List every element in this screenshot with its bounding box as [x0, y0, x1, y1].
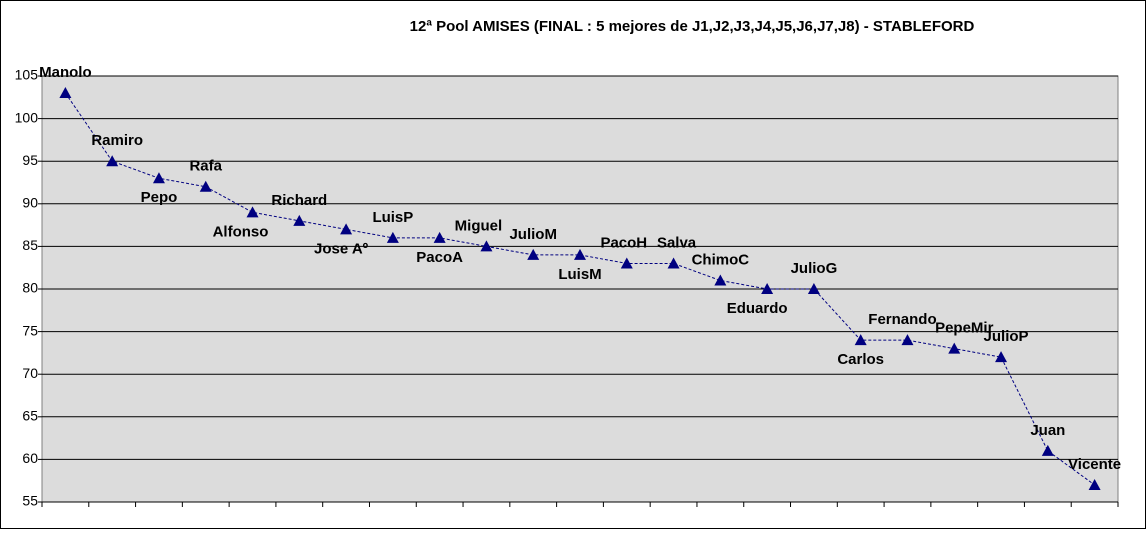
data-label: Salva — [657, 234, 697, 251]
marker — [574, 248, 586, 260]
marker — [480, 240, 493, 252]
y-tick-label: 90 — [22, 195, 38, 211]
marker — [152, 172, 165, 184]
y-tick-label: 80 — [22, 280, 38, 296]
marker — [807, 283, 820, 294]
marker — [433, 231, 446, 243]
data-label: Rafa — [189, 158, 222, 175]
y-tick-label: 85 — [22, 237, 38, 253]
data-label: Fernando — [868, 311, 936, 328]
marker — [995, 351, 1008, 363]
y-tick-label: 75 — [22, 322, 38, 338]
marker — [948, 342, 961, 354]
data-label: JulioM — [509, 226, 557, 243]
marker — [1088, 478, 1101, 490]
data-label: Pepo — [141, 189, 178, 206]
data-label: Richard — [271, 192, 327, 209]
data-label: PacoH — [600, 234, 647, 251]
marker — [199, 180, 212, 192]
data-label: JulioG — [791, 260, 838, 277]
y-tick-label: 65 — [22, 408, 38, 424]
data-label: Alfonso — [213, 223, 269, 240]
data-label: Miguel — [455, 217, 503, 234]
marker — [1041, 444, 1054, 456]
marker — [854, 334, 867, 346]
data-label: Ramiro — [91, 132, 143, 149]
marker — [667, 257, 680, 269]
data-label: Manolo — [39, 64, 92, 81]
data-label: ChimoC — [692, 251, 750, 268]
y-tick-label: 60 — [22, 450, 38, 466]
data-label: LuisM — [558, 266, 601, 283]
data-label: PepeMir — [935, 320, 994, 337]
y-tick-label: 100 — [15, 109, 39, 125]
data-label: PacoA — [416, 249, 463, 266]
data-label: LuisP — [372, 209, 413, 226]
marker — [293, 214, 306, 226]
marker — [901, 334, 914, 346]
marker — [59, 87, 72, 99]
marker — [106, 155, 119, 167]
marker — [386, 231, 399, 243]
marker — [761, 283, 774, 294]
data-label: Juan — [1030, 422, 1065, 439]
series-line — [64, 92, 1095, 486]
chart-title: 12ª Pool AMISES (FINAL : 5 mejores de J1… — [410, 18, 975, 35]
marker — [246, 206, 259, 218]
data-label: Vicente — [1068, 456, 1121, 473]
marker — [714, 274, 727, 286]
data-label: Carlos — [837, 351, 884, 368]
y-tick-label: 105 — [15, 67, 39, 83]
y-tick-label: 70 — [22, 365, 38, 381]
data-label: Eduardo — [727, 300, 788, 317]
data-label: JulioP — [984, 328, 1029, 345]
y-tick-label: 55 — [22, 493, 38, 509]
data-label: Jose Aº — [314, 240, 369, 257]
marker — [340, 223, 353, 235]
y-tick-label: 95 — [22, 152, 38, 168]
marker — [527, 248, 540, 260]
marker — [620, 257, 633, 269]
